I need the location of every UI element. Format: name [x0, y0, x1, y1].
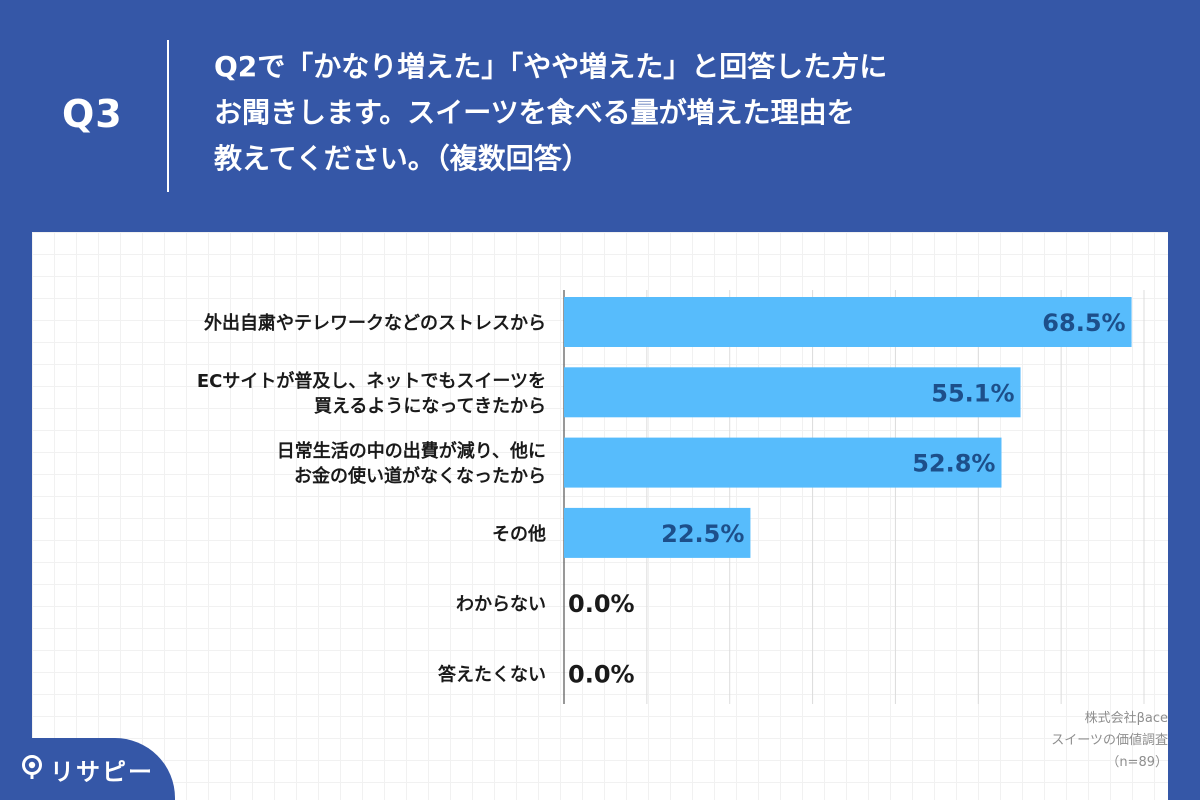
category-label: ECサイトが普及し、ネットでもスイーツを買えるようになってきたから [197, 370, 546, 417]
bar [564, 367, 1021, 418]
chart-panel: 68.5% 外出自粛やテレワークなどのストレスから 55.1% ECサイトが普及し、ネ… [32, 232, 1168, 800]
category-label: その他 [492, 523, 546, 545]
question-text: Q2で「かなり増えた」「やや増えた」と回答した方に お聞きします。スイーツを食べ… [214, 50, 888, 175]
value-label: 0.0% [568, 661, 635, 689]
bar [564, 507, 751, 558]
bar-chart: 68.5% 外出自粛やテレワークなどのストレスから 55.1% ECサイトが普及し、ネ… [197, 290, 1145, 704]
source-survey: スイーツの価値調査 [1051, 733, 1168, 748]
question-number: Q3 [62, 92, 123, 136]
bar [564, 297, 1132, 347]
header: Q3 Q2で「かなり増えた」「やや増えた」と回答した方に お聞きします。スイーツ… [0, 0, 1200, 232]
value-label: 22.5% [661, 520, 744, 548]
category-label: 外出自粛やテレワークなどのストレスから [204, 312, 546, 334]
brand-tab [0, 738, 175, 800]
value-label: 55.1% [931, 379, 1014, 407]
source-sample: （n=89） [1106, 755, 1168, 770]
value-label: 0.0% [568, 590, 635, 618]
category-label: 日常生活の中の出費が減り、他にお金の使い道がなくなったから [277, 440, 546, 487]
header-divider [167, 40, 169, 192]
category-label: 答えたくない [438, 664, 546, 686]
source-company: 株式会社βace [1084, 711, 1168, 726]
bar [564, 437, 1002, 488]
value-label: 52.8% [912, 450, 995, 478]
value-label: 68.5% [1042, 309, 1125, 337]
category-label: わからない [456, 594, 546, 615]
source-note: 株式会社βace スイーツの価値調査 （n=89） [968, 708, 1168, 774]
brand-logo-text: リサピー [50, 758, 154, 786]
brand-pin-icon [22, 755, 42, 779]
